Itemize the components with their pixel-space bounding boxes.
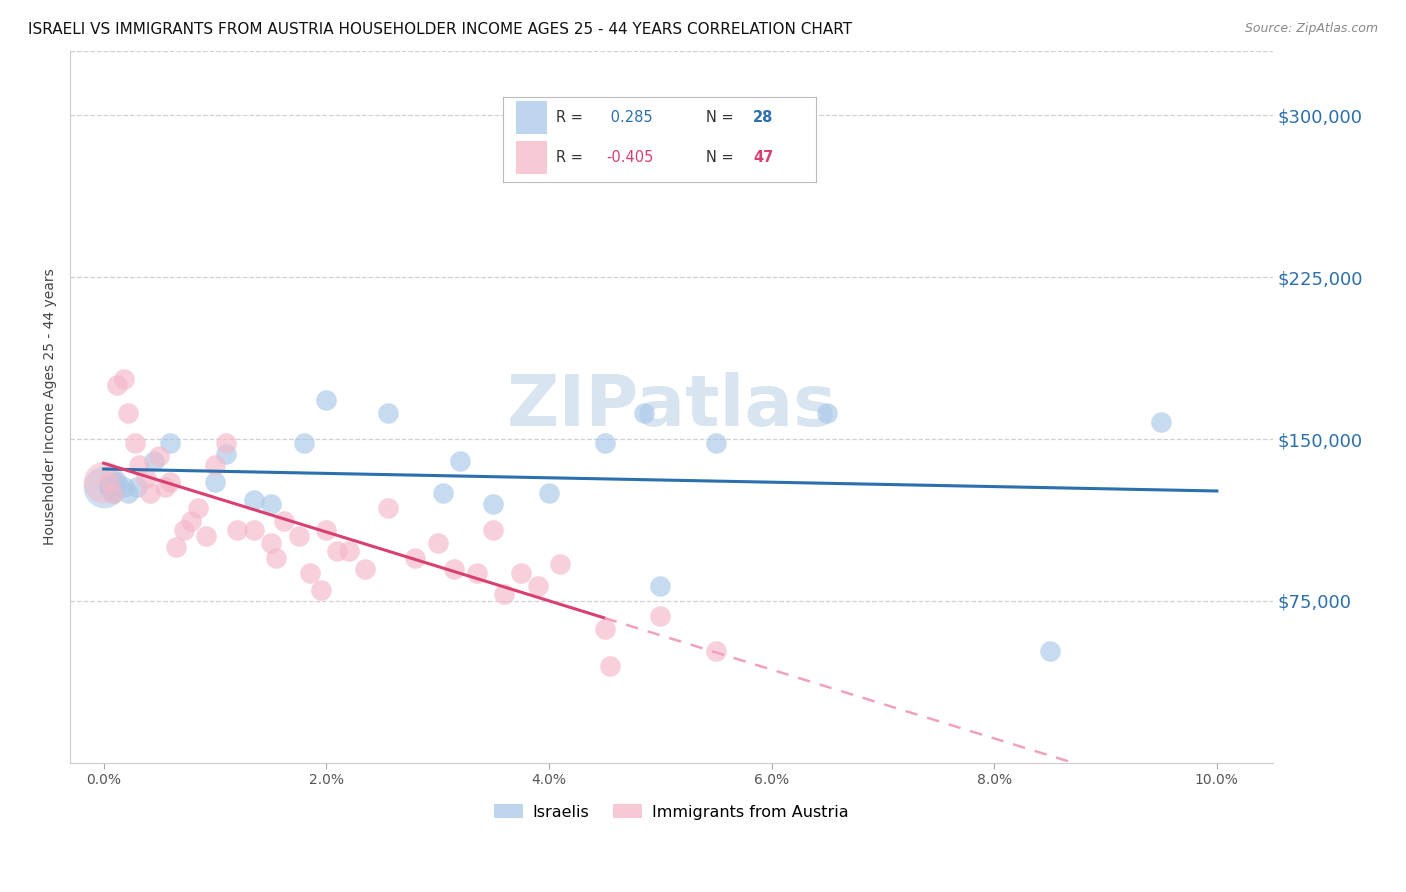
Point <box>449 453 471 467</box>
Point <box>704 643 727 657</box>
Point <box>195 529 218 543</box>
Point <box>159 475 181 490</box>
Text: ISRAELI VS IMMIGRANTS FROM AUSTRIA HOUSEHOLDER INCOME AGES 25 - 44 YEARS CORRELA: ISRAELI VS IMMIGRANTS FROM AUSTRIA HOUSE… <box>28 22 852 37</box>
Point <box>432 486 454 500</box>
Point <box>337 544 360 558</box>
Point <box>226 523 249 537</box>
Point <box>287 529 309 543</box>
Point <box>292 436 315 450</box>
Point <box>98 479 121 493</box>
Point <box>465 566 488 580</box>
Point <box>548 558 571 572</box>
Point <box>204 458 226 472</box>
Point <box>159 436 181 450</box>
Point <box>593 622 616 636</box>
Point <box>315 523 337 537</box>
Point <box>215 447 238 461</box>
Point <box>127 479 149 493</box>
Point <box>426 535 449 549</box>
Point <box>815 406 838 420</box>
Point <box>298 566 321 580</box>
Point <box>101 486 124 500</box>
Point <box>135 471 157 485</box>
Point <box>117 486 139 500</box>
Point <box>650 579 672 593</box>
Point <box>537 486 560 500</box>
Point <box>112 479 135 493</box>
Point <box>309 583 332 598</box>
Point <box>180 514 202 528</box>
Y-axis label: Householder Income Ages 25 - 44 years: Householder Income Ages 25 - 44 years <box>44 268 58 545</box>
Point <box>98 475 121 490</box>
Point <box>260 535 283 549</box>
Legend: Israelis, Immigrants from Austria: Israelis, Immigrants from Austria <box>488 797 855 826</box>
Point <box>112 372 135 386</box>
Text: Source: ZipAtlas.com: Source: ZipAtlas.com <box>1244 22 1378 36</box>
Point <box>93 479 115 493</box>
Point <box>1150 415 1173 429</box>
Point <box>510 566 533 580</box>
Point <box>173 523 195 537</box>
Point <box>593 436 616 450</box>
Point <box>215 436 238 450</box>
Point <box>377 501 399 516</box>
Point <box>93 475 115 490</box>
Point <box>650 609 672 624</box>
Point <box>482 523 505 537</box>
Point <box>128 458 150 472</box>
Point <box>377 406 399 420</box>
Point <box>443 561 465 575</box>
Point <box>599 658 621 673</box>
Point <box>243 523 266 537</box>
Point <box>527 579 550 593</box>
Point <box>148 450 170 464</box>
Point <box>139 486 162 500</box>
Point <box>404 550 426 565</box>
Point <box>142 453 165 467</box>
Point <box>704 436 727 450</box>
Point <box>243 492 266 507</box>
Point <box>105 475 128 490</box>
Point <box>273 514 295 528</box>
Point <box>105 378 128 392</box>
Point <box>204 475 226 490</box>
Point <box>633 406 655 420</box>
Point <box>482 497 505 511</box>
Point <box>264 550 287 565</box>
Text: ZIPatlas: ZIPatlas <box>506 372 837 442</box>
Point <box>494 587 516 601</box>
Point <box>315 393 337 408</box>
Point <box>165 540 187 554</box>
Point <box>326 544 349 558</box>
Point <box>101 486 124 500</box>
Point <box>187 501 209 516</box>
Point <box>354 561 377 575</box>
Point <box>117 406 139 420</box>
Point <box>260 497 283 511</box>
Point <box>124 436 146 450</box>
Point <box>153 479 176 493</box>
Point <box>1039 643 1062 657</box>
